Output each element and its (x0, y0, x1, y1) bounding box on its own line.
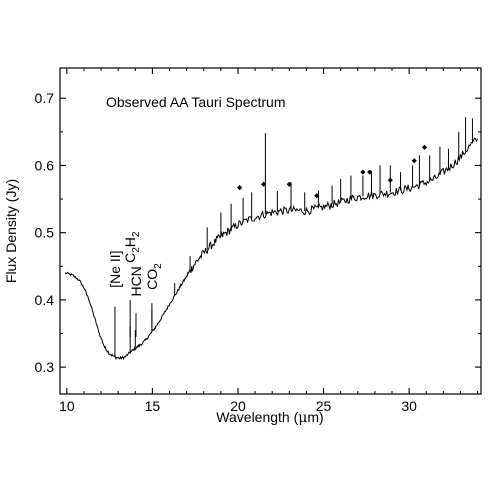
x-tick-label: 10 (59, 398, 75, 414)
axis-ticks: 10 15 20 25 30 0.3 0.4 0.5 0.6 0.7 (35, 68, 481, 414)
y-tick-label: 0.3 (35, 359, 55, 375)
y-tick-label: 0.4 (35, 292, 55, 308)
x-tick-label: 30 (401, 398, 417, 414)
feature-marker (286, 181, 292, 187)
spectral-line-label: [Ne II] (107, 250, 123, 287)
feature-marker (360, 169, 366, 175)
plot-frame (59, 67, 482, 395)
feature-marker (237, 185, 243, 191)
spectral-line-label: C2H2 (122, 231, 142, 263)
feature-marker (314, 193, 320, 199)
y-tick-label: 0.5 (35, 225, 55, 241)
x-tick-label: 25 (316, 398, 332, 414)
feature-marker (367, 169, 373, 175)
spectral-line-labels: [Ne II] C2H2 HCN CO2 (107, 231, 164, 341)
spectrum-line (64, 137, 479, 361)
feature-marker (411, 158, 417, 164)
chart-title: Observed AA Tauri Spectrum (106, 94, 286, 110)
y-axis-label: Flux Density (Jy) (3, 179, 19, 283)
feature-marker (421, 144, 428, 150)
y-tick-label: 0.7 (35, 90, 55, 106)
y-tick-label: 0.6 (35, 157, 55, 173)
x-tick-label: 15 (145, 398, 161, 414)
feature-marker (261, 181, 267, 187)
x-tick-label: 20 (230, 398, 246, 414)
x-axis-label: Wavelength (μm) (216, 409, 323, 426)
spectral-line-label: CO2 (144, 263, 164, 290)
feature-marker (387, 177, 393, 183)
spectral-line-label: HCN (128, 266, 144, 296)
